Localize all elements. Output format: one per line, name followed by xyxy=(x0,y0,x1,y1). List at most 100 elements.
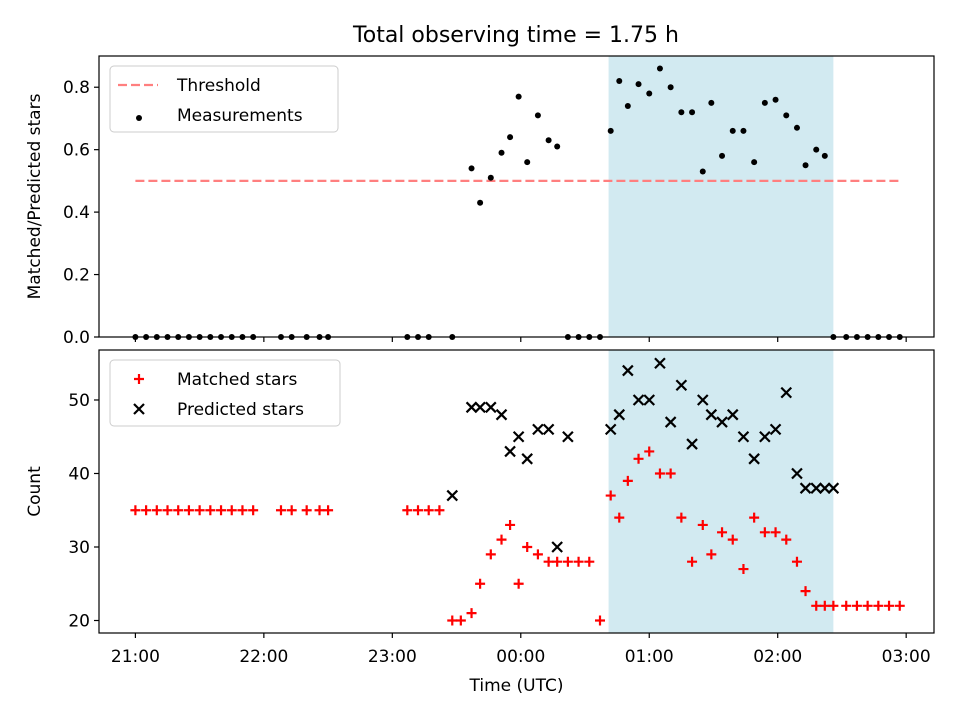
matched-stars-point xyxy=(595,615,605,626)
x-tick-label: 21:00 xyxy=(111,647,160,667)
y-tick-label: 30 xyxy=(68,538,90,558)
matched-stars-point xyxy=(644,446,655,457)
matched-stars-point xyxy=(162,505,173,516)
matched-stars-point xyxy=(413,505,424,516)
predicted-stars-point xyxy=(643,394,656,406)
matched-stars-point xyxy=(738,564,749,575)
measurements-point xyxy=(545,137,552,144)
measurements-point xyxy=(729,127,736,134)
predicted-stars-point xyxy=(810,482,823,494)
measurements-point xyxy=(813,146,820,153)
predicted-stars-point xyxy=(495,408,508,421)
legend-label: Measurements xyxy=(177,106,303,126)
matched-stars-point xyxy=(275,505,286,516)
legend-box xyxy=(109,359,341,427)
matched-stars-point xyxy=(496,534,507,545)
y-axis-label: Matched/Predicted stars xyxy=(25,93,45,299)
y-tick-label: 40 xyxy=(68,464,90,484)
x-tick-label: 23:00 xyxy=(368,647,417,667)
y-tick-label: 50 xyxy=(68,391,90,411)
legend-label: Threshold xyxy=(176,76,261,96)
y-tick-label: 0.0 xyxy=(63,328,90,348)
predicted-stars-point xyxy=(780,386,793,399)
predicted-stars-point xyxy=(521,453,533,465)
measurements-point xyxy=(515,93,522,100)
matched-stars-point xyxy=(562,556,573,567)
matched-stars-point xyxy=(226,505,237,516)
matched-stars-point xyxy=(633,453,644,464)
measurements-point xyxy=(783,112,790,119)
measurements-point xyxy=(772,96,779,103)
matched-stars-point xyxy=(665,468,676,479)
matched-stars-point xyxy=(676,512,687,523)
predicted-stars-point xyxy=(748,453,760,465)
measurements-point xyxy=(793,124,800,131)
matched-stars-point xyxy=(759,527,770,538)
predicted-stars-point xyxy=(759,430,771,443)
axes-frame xyxy=(98,55,935,338)
chart-title: Total observing time = 1.75 h xyxy=(352,23,679,48)
measurements-point xyxy=(740,127,747,134)
matched-stars-point xyxy=(851,600,862,611)
measurements-point xyxy=(656,65,663,72)
matched-stars-point xyxy=(522,541,533,552)
matched-stars-point xyxy=(402,505,413,516)
y-tick-label: 0.2 xyxy=(63,266,90,286)
observing-window-shading xyxy=(608,56,834,337)
matched-stars-point xyxy=(130,505,141,516)
matched-stars-point xyxy=(573,556,584,567)
measurements-point xyxy=(477,199,484,206)
matched-stars-point xyxy=(466,608,477,619)
y-axis-label: Count xyxy=(25,466,45,517)
matched-stars-point xyxy=(717,527,728,538)
measurements-point xyxy=(468,165,475,172)
y-tick-label: 0.6 xyxy=(63,141,90,161)
predicted-stars-point xyxy=(446,489,459,502)
legend-box xyxy=(109,65,339,133)
matched-stars-point xyxy=(475,578,486,589)
matched-stars-point xyxy=(532,549,543,560)
measurements-point xyxy=(761,99,768,106)
predicted-stars-point xyxy=(654,357,666,370)
predicted-stars-point xyxy=(716,416,728,428)
matched-stars-point xyxy=(819,600,830,611)
matched-stars-point xyxy=(727,534,738,545)
matched-stars-point xyxy=(687,556,698,567)
measurements-point xyxy=(821,152,828,159)
x-tick-label: 01:00 xyxy=(625,647,674,667)
matched-stars-point xyxy=(791,556,802,567)
predicted-stars-point xyxy=(562,430,574,443)
predicted-stars-point xyxy=(664,416,677,428)
legend-label: Predicted stars xyxy=(177,400,304,420)
measurements-point xyxy=(708,99,715,106)
top-panel: 0.0 0.2 0.4 0.6 0.8 Matched/Predicted stars Th… xyxy=(25,55,935,348)
predicted-stars-point xyxy=(613,408,626,421)
measurements-point xyxy=(667,84,674,91)
axes-frame xyxy=(98,349,935,634)
matched-stars-point xyxy=(455,615,466,626)
measurements-point xyxy=(534,112,541,119)
matched-stars-point xyxy=(543,556,554,567)
legend-marker xyxy=(136,115,142,121)
x-axis-label: Time (UTC) xyxy=(469,676,564,696)
matched-stars-point xyxy=(828,600,839,611)
matched-stars-point xyxy=(781,534,792,545)
measurements-point xyxy=(751,159,758,166)
x-tick-label: 03:00 xyxy=(882,647,931,667)
matched-stars-point xyxy=(614,512,625,523)
matched-stars-point xyxy=(884,600,895,611)
matched-stars-point xyxy=(423,505,434,516)
matched-stars-point xyxy=(505,519,516,530)
matched-stars-point xyxy=(205,505,216,516)
predicted-stars-point xyxy=(542,423,555,436)
measurements-point xyxy=(802,162,809,169)
measurements-point xyxy=(635,81,642,88)
predicted-stars-point xyxy=(474,401,486,414)
predicted-stars-point xyxy=(622,364,634,377)
matched-stars-point xyxy=(237,505,248,516)
y-tick-label: 20 xyxy=(68,612,90,632)
measurements-point xyxy=(487,174,494,181)
predicted-stars-point xyxy=(737,430,750,443)
predicted-stars-point xyxy=(819,482,831,494)
